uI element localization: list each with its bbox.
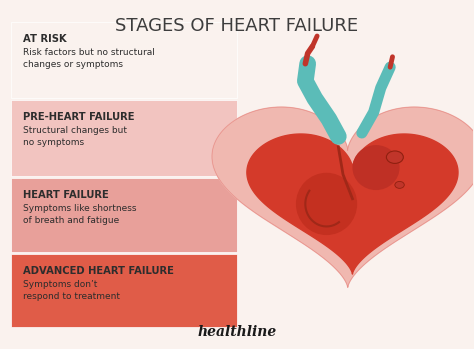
Text: Structural changes but
no symptoms: Structural changes but no symptoms [23,126,127,147]
Text: AT RISK: AT RISK [23,34,66,44]
Text: Symptoms don’t
respond to treatment: Symptoms don’t respond to treatment [23,280,119,301]
FancyBboxPatch shape [11,100,237,176]
Text: healthline: healthline [197,325,277,339]
FancyBboxPatch shape [11,178,237,252]
Polygon shape [247,134,458,274]
Text: Symptoms like shortness
of breath and fatigue: Symptoms like shortness of breath and fa… [23,204,136,225]
Ellipse shape [296,173,357,235]
FancyBboxPatch shape [11,254,237,327]
Circle shape [386,151,403,163]
Text: ADVANCED HEART FAILURE: ADVANCED HEART FAILURE [23,266,173,276]
Ellipse shape [353,145,400,190]
Text: Risk factors but no structural
changes or symptoms: Risk factors but no structural changes o… [23,48,155,69]
Circle shape [395,181,404,188]
Polygon shape [212,107,474,287]
FancyBboxPatch shape [11,22,237,98]
Text: STAGES OF HEART FAILURE: STAGES OF HEART FAILURE [116,17,358,35]
Text: HEART FAILURE: HEART FAILURE [23,190,109,200]
Text: PRE-HEART FAILURE: PRE-HEART FAILURE [23,112,134,122]
